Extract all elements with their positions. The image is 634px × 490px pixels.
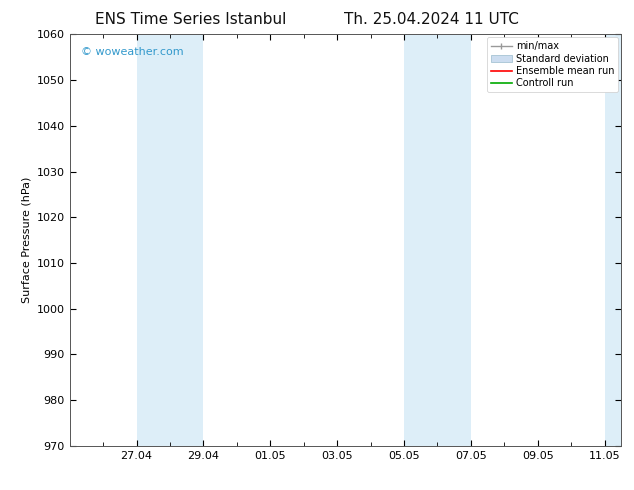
Text: ENS Time Series Istanbul: ENS Time Series Istanbul [94, 12, 286, 27]
Legend: min/max, Standard deviation, Ensemble mean run, Controll run: min/max, Standard deviation, Ensemble me… [487, 37, 618, 92]
Y-axis label: Surface Pressure (hPa): Surface Pressure (hPa) [21, 177, 31, 303]
Bar [136, 34, 204, 446]
Text: © woweather.com: © woweather.com [81, 47, 183, 57]
Text: Th. 25.04.2024 11 UTC: Th. 25.04.2024 11 UTC [344, 12, 519, 27]
Bar [404, 34, 471, 446]
Bar [605, 34, 621, 446]
